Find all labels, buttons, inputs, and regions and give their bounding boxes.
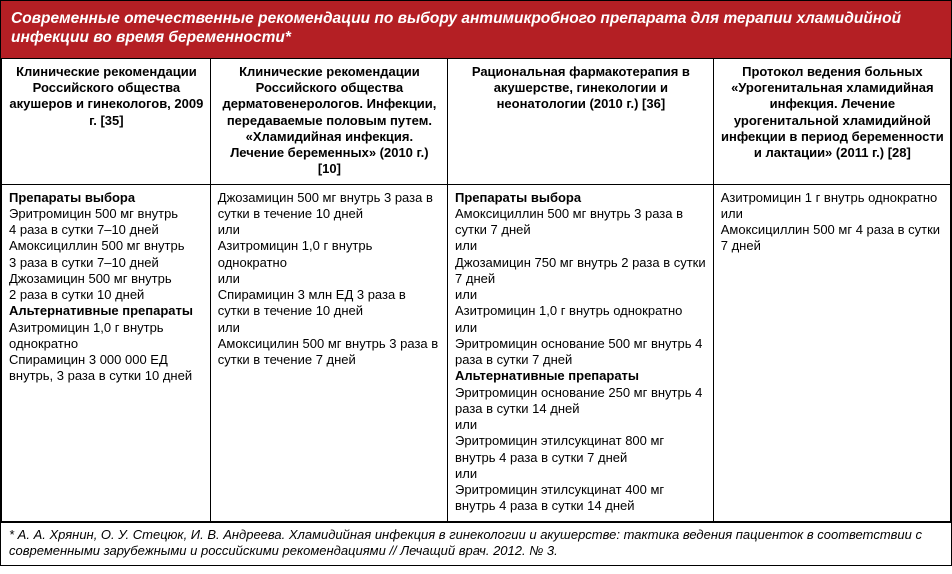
column-header-0: Клинические рекомендации Российского общ… — [2, 58, 211, 184]
table-header-row: Клинические рекомендации Российского общ… — [2, 58, 951, 184]
line: или — [455, 466, 477, 481]
table-footnote: * А. А. Хрянин, О. У. Стецюк, И. В. Андр… — [1, 522, 951, 566]
table-row: Препараты выбора Эритромицин 500 мг внут… — [2, 184, 951, 521]
line: Азитромицин 1,0 г внутрь однократно — [218, 238, 373, 269]
column-header-2: Рациональная фармакотерапия в акушерстве… — [448, 58, 714, 184]
column-header-3: Протокол ведения больных «Урогенитальная… — [713, 58, 950, 184]
cell-col-3: Азитромицин 1 г внутрь однократно или Ам… — [713, 184, 950, 521]
line: Джозамицин 500 мг внутрь 3 раза в сутки … — [218, 190, 433, 221]
line: Эритромицин этилсукцинат 400 мг внутрь 4… — [455, 482, 664, 513]
line: Спирамицин 3 млн ЕД 3 раза в сутки в теч… — [218, 287, 406, 318]
cell-col-0: Препараты выбора Эритромицин 500 мг внут… — [2, 184, 211, 521]
cell-col-2: Препараты выбора Амоксициллин 500 мг вну… — [448, 184, 714, 521]
line: или — [455, 287, 477, 302]
subheading: Препараты выбора — [9, 190, 204, 206]
line: Азитромицин 1 г внутрь однократно — [721, 190, 938, 205]
line: или — [455, 417, 477, 432]
line: Амоксициллин 500 мг внутрь 3 раза в сутк… — [455, 206, 683, 237]
line: Эритромицин этилсукцинат 800 мг внутрь 4… — [455, 433, 664, 464]
subheading: Альтернативные препараты — [455, 368, 707, 384]
line: Амоксициллин 500 мг внутрь — [9, 238, 185, 253]
cell-col-1: Джозамицин 500 мг внутрь 3 раза в сутки … — [210, 184, 447, 521]
table-title: Современные отечественные рекомендации п… — [11, 9, 941, 48]
line: 4 раза в сутки 7–10 дней — [9, 222, 159, 237]
line: или — [218, 320, 240, 335]
line: Эритромицин основание 500 мг внутрь 4 ра… — [455, 336, 702, 367]
line: или — [218, 271, 240, 286]
subheading: Альтернативные препараты — [9, 303, 204, 319]
line: Эритромицин 500 мг внутрь — [9, 206, 178, 221]
line: или — [455, 320, 477, 335]
subheading: Препараты выбора — [455, 190, 707, 206]
line: или — [721, 206, 743, 221]
table-title-bar: Современные отечественные рекомендации п… — [1, 1, 951, 58]
line: Джозамицин 500 мг внутрь — [9, 271, 172, 286]
recommendations-table: Клинические рекомендации Российского общ… — [1, 58, 951, 522]
line: Азитромицин 1,0 г внутрь однократно — [9, 320, 164, 351]
line: 2 раза в сутки 10 дней — [9, 287, 144, 302]
line: Амоксицилин 500 мг внутрь 3 раза в сутки… — [218, 336, 438, 367]
line: или — [218, 222, 240, 237]
line: Эритромицин основание 250 мг внутрь 4 ра… — [455, 385, 702, 416]
line: или — [455, 238, 477, 253]
recommendations-table-container: Современные отечественные рекомендации п… — [0, 0, 952, 566]
line: Спирамицин 3 000 000 ЕД внутрь, 3 раза в… — [9, 352, 192, 383]
line: Джозамицин 750 мг внутрь 2 раза в сутки … — [455, 255, 706, 286]
line: Амоксициллин 500 мг 4 раза в сутки 7 дне… — [721, 222, 940, 253]
line: Азитромицин 1,0 г внутрь однократно — [455, 303, 682, 318]
line: 3 раза в сутки 7–10 дней — [9, 255, 159, 270]
column-header-1: Клинические рекомендации Российского общ… — [210, 58, 447, 184]
